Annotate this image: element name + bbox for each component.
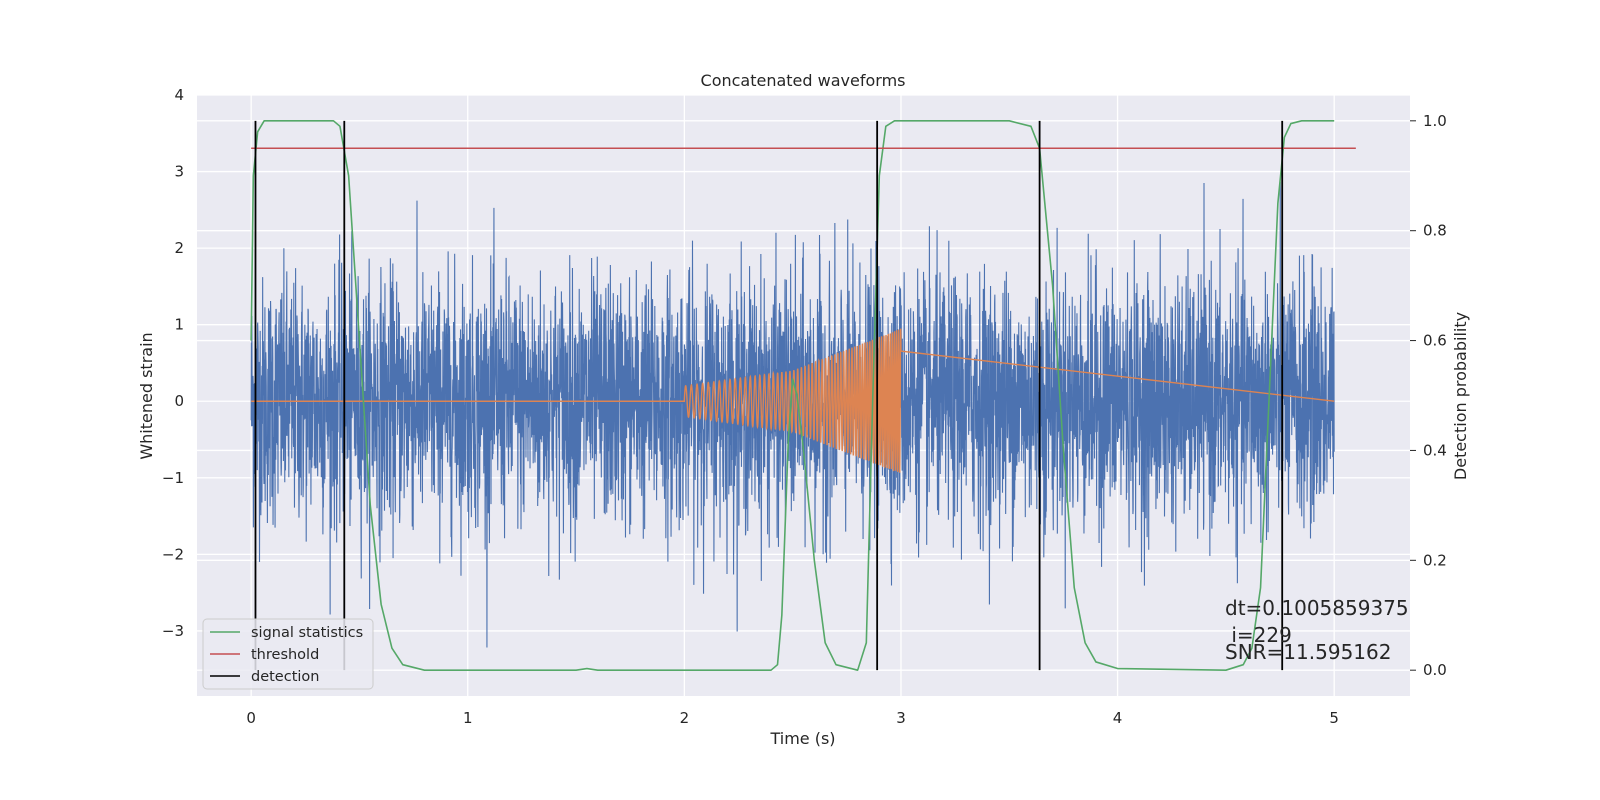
annotation-index: i=229	[1225, 623, 1292, 647]
y-tick-label-left: 1	[174, 316, 184, 334]
y-tick-label-left: 0	[174, 392, 184, 410]
x-axis-label: Time (s)	[769, 729, 835, 748]
annotation-snr: SNR=11.595162	[1225, 640, 1391, 664]
legend-label-threshold: threshold	[251, 647, 319, 663]
series-signal-statistics-line	[250, 120, 1335, 671]
legend-label-signal-statistics: signal statistics	[251, 625, 363, 641]
y-tick-label-left: −1	[162, 469, 184, 487]
legend-box	[202, 618, 374, 690]
legend-label-detection: detection	[251, 669, 319, 685]
axes-ticks: 0 1 2 3 4 5 −3 −2 −1 0 1 2 3 4 0.0 0.2 0.4 0.6 0.8 1.0	[162, 86, 1447, 727]
y-tick-label-left: −2	[162, 545, 184, 563]
x-tick-label: 5	[1329, 709, 1339, 727]
y-tick-label-left: 4	[174, 86, 184, 104]
annotation-dt: dt=0.1005859375	[1225, 596, 1409, 620]
x-tick-label: 1	[463, 709, 473, 727]
y-tick-label-right: 0.0	[1423, 661, 1447, 679]
plot-area	[250, 120, 1356, 671]
y-tick-label-right: 1.0	[1423, 112, 1447, 130]
x-tick-label: 2	[680, 709, 690, 727]
y-tick-label-left: 2	[174, 239, 184, 257]
y-tick-label-right: 0.8	[1423, 222, 1447, 240]
x-tick-label: 0	[246, 709, 256, 727]
y-tick-label-right: 0.2	[1423, 551, 1447, 569]
y-axis-label-left: Whitened strain	[137, 332, 156, 459]
series-whitened-strain-line	[250, 181, 1335, 648]
legend: signal statistics threshold detection	[202, 618, 374, 690]
x-tick-label: 3	[896, 709, 906, 727]
series-chirp-line	[251, 328, 1335, 473]
x-tick-label: 4	[1113, 709, 1123, 727]
y-tick-label-right: 0.4	[1423, 441, 1447, 459]
y-axis-label-right: Detection probability	[1451, 312, 1470, 480]
y-tick-label-left: 3	[174, 163, 184, 181]
y-tick-label-right: 0.6	[1423, 332, 1447, 350]
y-tick-label-left: −3	[162, 622, 184, 640]
chart-title: Concatenated waveforms	[701, 71, 906, 90]
